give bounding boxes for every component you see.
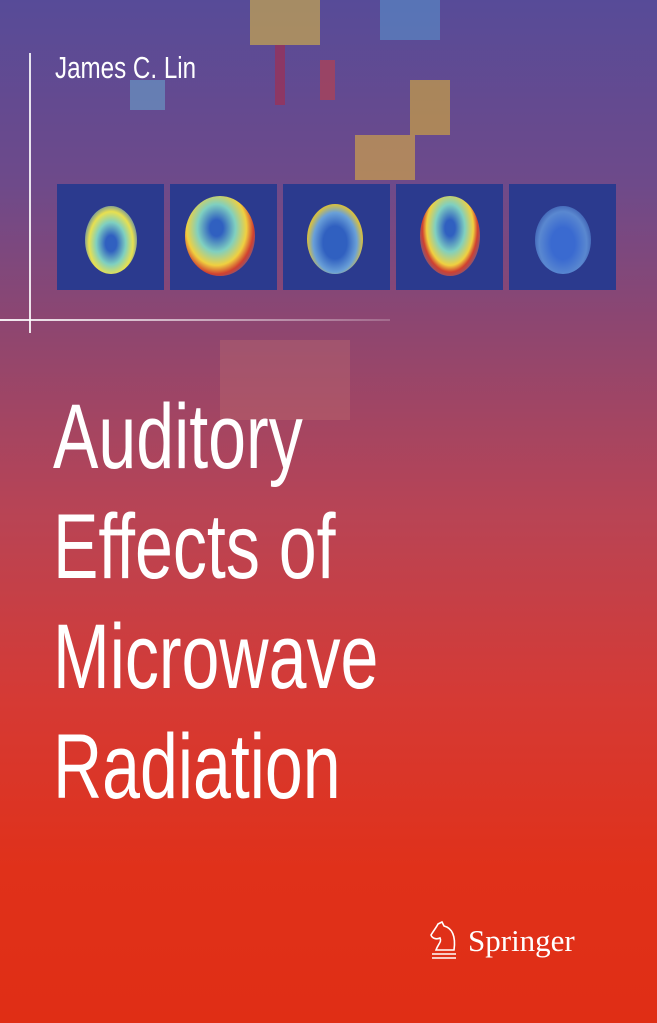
horizontal-rule: [0, 319, 390, 321]
publisher-name: Springer: [468, 923, 575, 958]
author-name: James C. Lin: [55, 50, 197, 85]
title-line: Radiation: [53, 716, 341, 818]
scan-panel-axial: [57, 184, 164, 290]
title-line: Effects of: [53, 496, 336, 598]
publisher-logo: Springer: [428, 920, 575, 962]
title-line: Auditory: [53, 386, 303, 488]
book-title: Auditory Effects of Microwave Radiation: [53, 382, 378, 822]
scan-panel-axial-3: [509, 184, 616, 290]
title-line: Microwave: [53, 606, 379, 708]
scan-panel-axial-2: [283, 184, 390, 290]
vertical-rule: [29, 53, 31, 333]
scan-panel-sagittal: [170, 184, 277, 290]
knight-horse-icon: [430, 920, 456, 959]
scan-panels: [57, 184, 616, 290]
scan-panel-coronal: [396, 184, 503, 290]
